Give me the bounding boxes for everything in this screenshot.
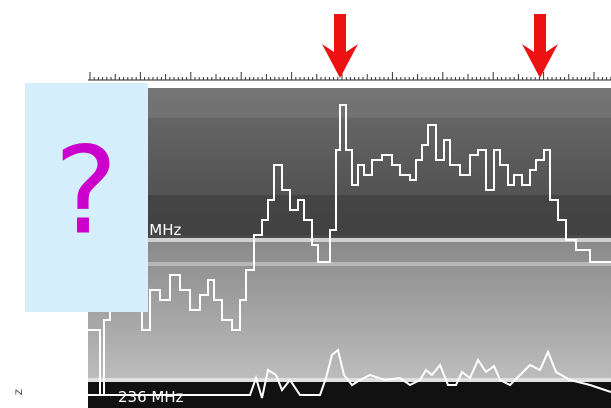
time-ruler: [88, 72, 611, 81]
spectrogram: 4 MHz 236 MHz: [88, 88, 611, 408]
red-arrow: [522, 14, 558, 78]
upper-trace: [88, 104, 611, 395]
band-label: 236 MHz: [118, 388, 184, 406]
band-stripe: [88, 195, 611, 235]
question-mark: ?: [54, 123, 118, 262]
band-divider: [88, 378, 611, 382]
red-arrow: [322, 14, 358, 78]
lower-trace: [88, 348, 611, 399]
markers: [322, 14, 558, 78]
band-divider: [88, 238, 611, 242]
band-stripe: [88, 262, 611, 266]
side-label: Z: [15, 389, 25, 395]
band-stripe: [88, 88, 611, 118]
question-box: [25, 83, 148, 312]
